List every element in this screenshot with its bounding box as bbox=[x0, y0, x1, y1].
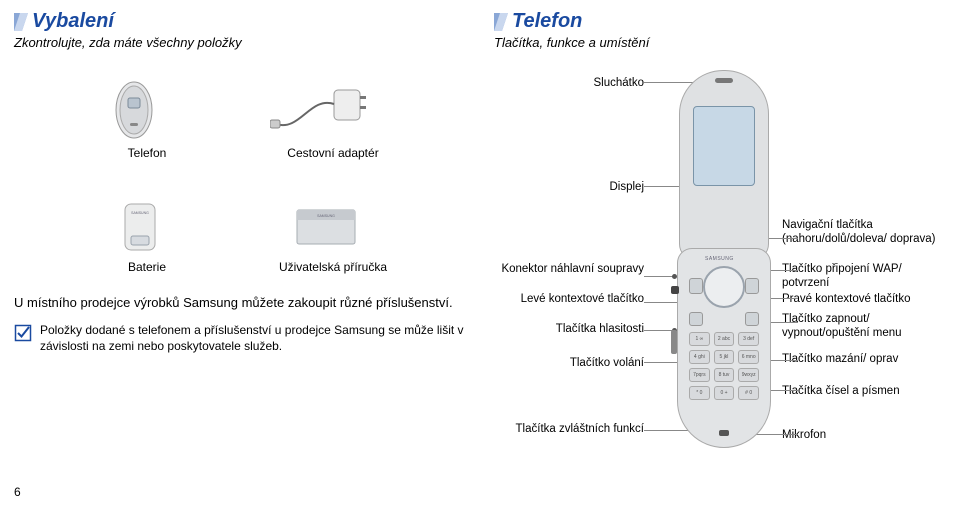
label-displej: Displej bbox=[494, 180, 644, 194]
label-mazani: Tlačítko mazání/ oprav bbox=[782, 352, 946, 366]
items-row-1 bbox=[54, 80, 426, 140]
accessories-text: U místního prodejce výrobků Samsung může… bbox=[14, 294, 466, 312]
key: 4 ghi bbox=[689, 350, 710, 364]
label-leve-kontext: Levé kontextové tlačítko bbox=[494, 292, 644, 306]
manual-icon: SAMSUNG bbox=[291, 204, 361, 250]
subheading-right: Tlačítka, funkce a umístění bbox=[494, 35, 946, 50]
label-zvlastni: Tlačítka zvláštních funkcí bbox=[494, 422, 644, 436]
items-row-2: SAMSUNG SAMSUNG bbox=[54, 200, 426, 254]
subheading-left: Zkontrolujte, zda máte všechny položky bbox=[14, 35, 466, 50]
heading-telefon: Telefon bbox=[494, 10, 946, 33]
key: 0 + bbox=[714, 386, 735, 400]
key: 3 def bbox=[738, 332, 759, 346]
label-cisla: Tlačítka čísel a písmen bbox=[782, 384, 946, 398]
key: # 0 bbox=[738, 386, 759, 400]
caption-row-2: Baterie Uživatelská příručka bbox=[54, 260, 426, 274]
phone-illustration: SAMSUNG 1 ∞ 2 abc 3 def 4 ghi 5 jkl 6 mn… bbox=[649, 70, 799, 470]
key: 6 mno bbox=[738, 350, 759, 364]
caption-row-1: Telefon Cestovní adaptér bbox=[54, 146, 426, 160]
label-wap: Tlačítko připojení WAP/ potvrzení bbox=[782, 262, 946, 291]
note-text: Položky dodané s telefonem a příslušenst… bbox=[40, 322, 466, 354]
svg-text:SAMSUNG: SAMSUNG bbox=[131, 211, 149, 215]
key: 5 jkl bbox=[714, 350, 735, 364]
left-column: Vybalení Zkontrolujte, zda máte všechny … bbox=[0, 0, 480, 507]
label-zap-vyp: Tlačítko zapnout/ vypnout/opuštění menu bbox=[782, 312, 946, 341]
note-row: Položky dodané s telefonem a příslušenst… bbox=[14, 322, 466, 354]
page-number: 6 bbox=[14, 485, 21, 499]
key: * 0 bbox=[689, 386, 710, 400]
key: 7pqrs bbox=[689, 368, 710, 382]
label-volani: Tlačítko volání bbox=[494, 356, 644, 370]
heading-text: Vybalení bbox=[32, 10, 114, 33]
right-column: Telefon Tlačítka, funkce a umístění Sluc… bbox=[480, 0, 960, 507]
label-hlasitost: Tlačítka hlasitosti bbox=[494, 322, 644, 336]
battery-icon: SAMSUNG bbox=[119, 200, 161, 254]
label-konektor: Konektor náhlavní soupravy bbox=[494, 262, 644, 276]
check-icon bbox=[14, 324, 32, 342]
caption-manual: Uživatelská příručka bbox=[240, 260, 426, 274]
charger-icon bbox=[270, 84, 370, 136]
key: 1 ∞ bbox=[689, 332, 710, 346]
label-mikrofon: Mikrofon bbox=[782, 428, 946, 442]
keypad: 1 ∞ 2 abc 3 def 4 ghi 5 jkl 6 mno 7pqrs … bbox=[689, 332, 759, 400]
key: 8 tuv bbox=[714, 368, 735, 382]
label-navigacni: Navigační tlačítka (nahoru/dolů/doleva/ … bbox=[782, 218, 946, 247]
heading-decor-icon bbox=[494, 13, 508, 31]
heading-vybaleni: Vybalení bbox=[14, 10, 466, 33]
key: 9wxyz bbox=[738, 368, 759, 382]
brand-label: SAMSUNG bbox=[705, 256, 734, 262]
label-prave-kontext: Pravé kontextové tlačítko bbox=[782, 292, 946, 306]
closed-phone-icon bbox=[111, 80, 157, 140]
caption-phone: Telefon bbox=[54, 146, 240, 160]
caption-battery: Baterie bbox=[54, 260, 240, 274]
svg-text:SAMSUNG: SAMSUNG bbox=[317, 214, 335, 218]
heading-decor-icon bbox=[14, 13, 28, 31]
label-sluchatko: Sluchátko bbox=[494, 76, 644, 90]
phone-diagram: Sluchátko Displej Konektor náhlavní soup… bbox=[494, 70, 946, 490]
key: 2 abc bbox=[714, 332, 735, 346]
caption-charger: Cestovní adaptér bbox=[240, 146, 426, 160]
heading-text: Telefon bbox=[512, 10, 582, 33]
